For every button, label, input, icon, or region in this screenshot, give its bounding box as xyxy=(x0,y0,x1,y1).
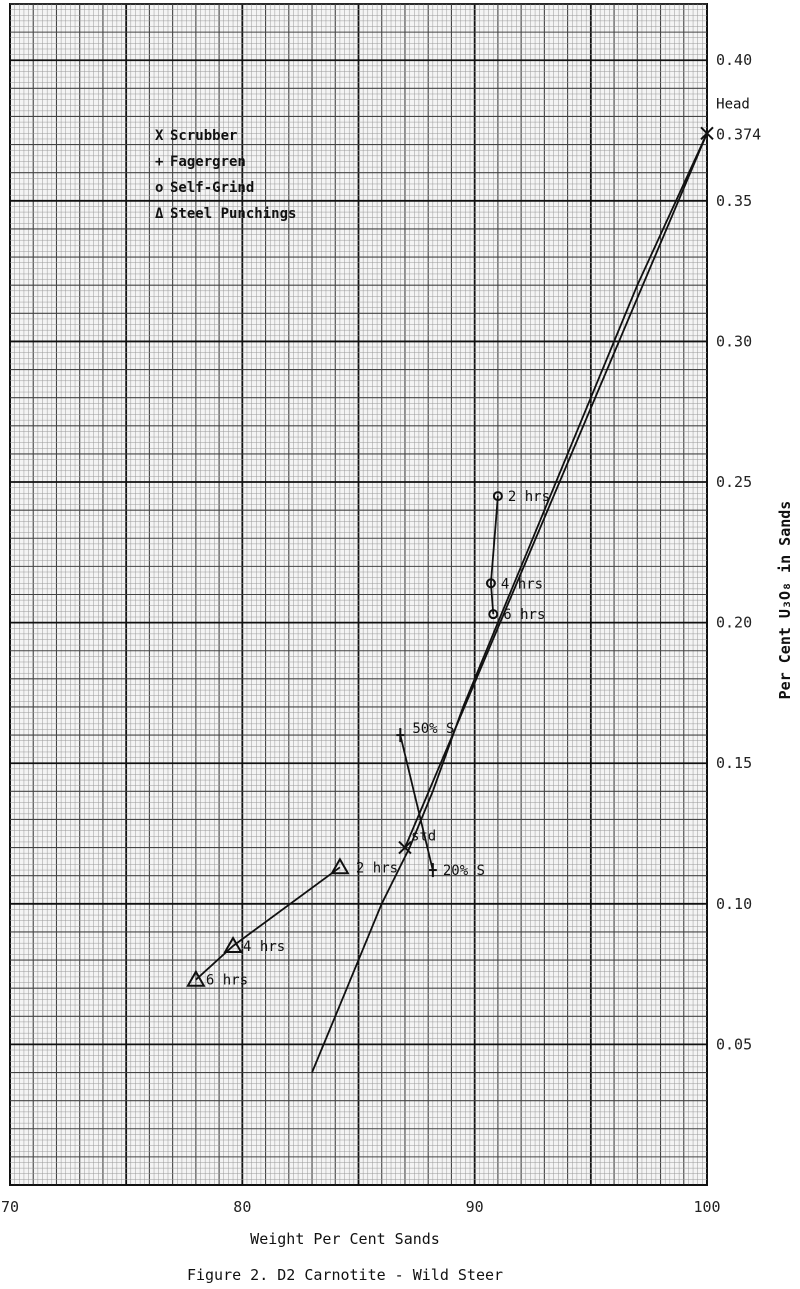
y-tick-label: 0.30 xyxy=(716,332,752,350)
head-value-label: 0.374 xyxy=(716,125,761,143)
figure-caption: Figure 2. D2 Carnotite - Wild Steer xyxy=(186,1266,504,1284)
scrubber-x-marker xyxy=(398,840,412,855)
point-label: 6 hrs xyxy=(206,973,248,989)
x-tick-label: 100 xyxy=(693,1198,720,1216)
steel-punchings-triangle-marker xyxy=(330,857,350,875)
marker-stroke xyxy=(398,840,412,855)
y-tick-label: 0.15 xyxy=(716,754,752,772)
graph-paper-grid xyxy=(9,3,708,1186)
series-line-steel-punchings xyxy=(195,866,341,981)
legend-label: Steel Punchings xyxy=(170,206,296,222)
point-label: 4 hrs xyxy=(243,939,285,955)
point-label: 2 hrs xyxy=(508,489,550,505)
point-label: 6 hrs xyxy=(503,607,545,623)
series-line-fagergren xyxy=(399,734,434,871)
self-grind-circle-marker xyxy=(488,609,499,620)
y-tick-label: 0.40 xyxy=(716,51,752,69)
point-label: Head xyxy=(716,96,750,112)
labels: 70 80 90 100 0.05 0.10 0.15 0.20 0.25 0.30 0.35 0.4… xyxy=(1,51,761,1216)
y-tick-label: 0.05 xyxy=(716,1035,752,1053)
y-axis-label: Per Cent U₃O₈ in Sands xyxy=(776,501,794,700)
x-tick-label: 90 xyxy=(466,1198,484,1216)
fagergren-plus-marker xyxy=(428,863,437,878)
x-tick-label: 80 xyxy=(233,1198,251,1216)
point-label: 2 hrs xyxy=(356,860,398,876)
steel-punchings-triangle-marker xyxy=(223,935,243,953)
legend: X Scrubber + Fagergren o Self-Grind Δ Steel Pun… xyxy=(155,128,296,222)
trend-curve xyxy=(311,132,708,1073)
legend-label: Self-Grind xyxy=(170,180,254,196)
legend-label: Scrubber xyxy=(170,128,237,144)
fagergren-plus-marker xyxy=(396,728,405,743)
marker-stroke xyxy=(700,126,714,141)
legend-symbol: Δ xyxy=(155,206,164,222)
legend-symbol: + xyxy=(155,154,163,170)
steel-punchings-triangle-marker xyxy=(186,969,206,987)
legend-symbol: o xyxy=(155,180,163,196)
point-label: 50% S xyxy=(412,721,454,737)
markers xyxy=(186,126,714,987)
scrubber-x-marker xyxy=(700,126,714,141)
series-line-scrubber xyxy=(404,132,708,848)
point-label: 4 hrs xyxy=(501,576,543,592)
point-label: std xyxy=(411,829,436,845)
point-label: 20% S xyxy=(443,863,485,879)
y-tick-label: 0.35 xyxy=(716,192,752,210)
legend-symbol: X xyxy=(155,128,164,144)
y-tick-label: 0.20 xyxy=(716,614,752,632)
y-tick-label: 0.10 xyxy=(716,895,752,913)
curves xyxy=(195,132,708,1073)
x-tick-label: 70 xyxy=(1,1198,19,1216)
series-line-self-grind xyxy=(489,496,499,615)
y-tick-label: 0.25 xyxy=(716,473,752,491)
legend-label: Fagergren xyxy=(170,154,246,170)
x-axis-label: Weight Per Cent Sands xyxy=(250,1230,440,1248)
self-grind-circle-marker xyxy=(485,578,496,589)
self-grind-circle-marker xyxy=(492,491,503,502)
